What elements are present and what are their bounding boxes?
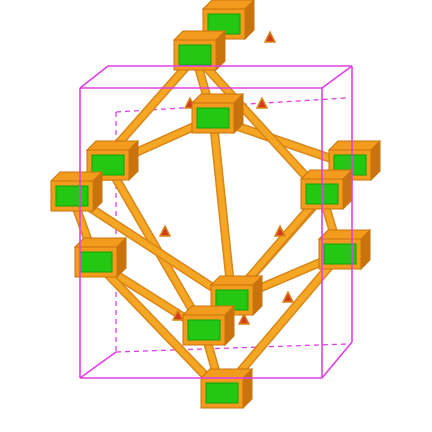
cube-node-icon — [181, 304, 236, 347]
cube-node-icon — [299, 168, 354, 211]
linker-rod — [192, 52, 325, 197]
cube-node-icon — [73, 236, 128, 279]
vertex-triangle — [263, 30, 277, 43]
cell-edge — [321, 341, 353, 379]
vertex-triangle — [237, 312, 251, 325]
metal-cluster-nodes — [49, 0, 382, 410]
cell-edge — [79, 351, 117, 379]
vertex-triangle — [273, 224, 287, 237]
cell-edge-hidden — [115, 97, 348, 113]
cell-edge — [79, 65, 109, 89]
linker-rod — [93, 259, 225, 396]
vertex-triangle — [171, 308, 185, 321]
cube-node-icon — [49, 170, 104, 213]
cube-node-icon — [190, 92, 245, 135]
cell-edge — [321, 65, 353, 89]
vertex-triangle — [255, 96, 269, 109]
cell-edge-hidden — [115, 343, 348, 353]
vertex-triangle — [158, 224, 172, 237]
cube-node-icon — [199, 367, 254, 410]
cube-node-icon — [317, 228, 372, 271]
cube-node-icon — [172, 29, 227, 72]
linker-rod — [69, 193, 235, 303]
unit-cell-front-edges — [79, 65, 353, 379]
linker-rod — [210, 115, 235, 303]
vertex-triangle — [281, 290, 295, 303]
